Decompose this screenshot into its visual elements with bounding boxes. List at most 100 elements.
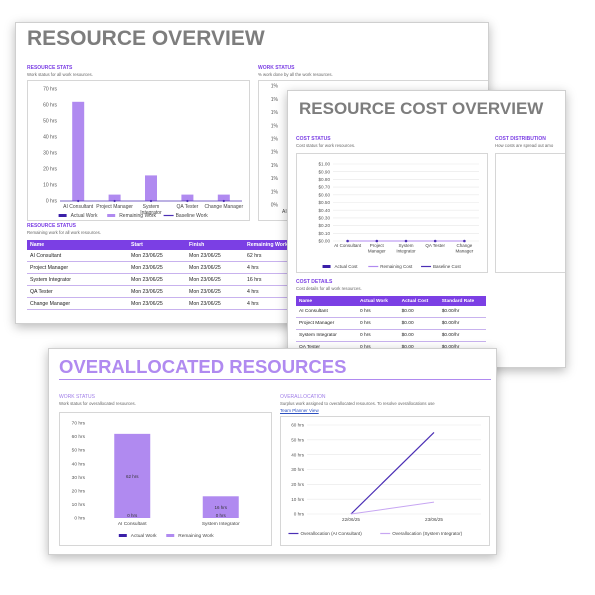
overallocation-subtitle: Surplus work assigned to overallocated r… (280, 401, 435, 406)
y-tick-label: $0.90 (319, 169, 331, 174)
bar-remaining-work (217, 194, 230, 201)
resource-stats-svg: 0 hrs 10 hrs 20 hrs 30 hrs 40 hrs 50 hrs 60 hr… (43, 87, 243, 219)
y-tick-label: 70 hrs (72, 421, 86, 427)
cell-standard-rate: $0.00/hr (438, 306, 486, 318)
legend-label: Remaining Work (119, 213, 156, 219)
data-label: 0 hrs (216, 513, 227, 518)
x-tick-label: AI Consultant (334, 243, 362, 248)
work-status-heading: WORK STATUS (59, 394, 95, 400)
table-row[interactable]: AI Consultant Mon 23/06/25 Mon 23/06/25 … (27, 250, 297, 262)
cell-name: System Integrator (296, 329, 357, 342)
y-tick-label: $0.60 (319, 192, 331, 197)
resource-status-heading: RESOURCE STATUS (27, 223, 76, 229)
y-tick-label: 10 hrs (291, 497, 304, 502)
col-standard-rate[interactable]: Standard Rate (438, 296, 486, 306)
y-tick-label: $0.40 (319, 208, 331, 213)
cost-status-subtitle: Cost status for work resources. (296, 143, 356, 148)
col-start[interactable]: Start (128, 240, 186, 250)
cost-details-table: Name Actual Work Actual Cost Standard Ra… (296, 296, 486, 354)
y-tick-label: 50 hrs (72, 448, 86, 454)
overallocation-chart[interactable]: 0 hrs 10 hrs 20 hrs 30 hrs 40 hrs 50 hrs 60 hr… (280, 416, 490, 546)
cell-start: Mon 23/06/25 (128, 285, 186, 298)
cell-actual-cost: $0.00 (398, 329, 439, 342)
y-tick-label: 1% (271, 123, 279, 129)
y-tick-label: 0 hrs (294, 512, 305, 517)
y-tick-label: 40 hrs (72, 461, 86, 467)
x-tick-label: 22/06/25 (342, 517, 360, 522)
overallocated-resources-card[interactable]: OVERALLOCATED RESOURCES WORK STATUS Work… (48, 348, 497, 555)
table-row[interactable]: Project Manager 0 hrs $0.00 $0.00/hr (296, 317, 486, 330)
y-tick-label: 0% (271, 203, 279, 209)
x-tick-label: 23/06/25 (425, 517, 443, 522)
bar-remaining-work (72, 101, 85, 201)
resource-status-subtitle: Remaining work for all work resources. (27, 230, 102, 235)
y-tick-label: 40 hrs (291, 452, 304, 457)
resource-stats-chart[interactable]: 0 hrs 10 hrs 20 hrs 30 hrs 40 hrs 50 hrs 60 hr… (27, 80, 250, 221)
x-tick-label: QA Tester (425, 243, 445, 248)
col-finish[interactable]: Finish (186, 240, 244, 250)
cost-details-subtitle: Cost details for all work resources. (296, 286, 362, 291)
title-underline (59, 379, 491, 380)
y-tick-label: 60 hrs (291, 423, 304, 428)
y-tick-label: $0.10 (319, 231, 331, 236)
cost-distribution-subtitle: How costs are spread out amo (495, 143, 554, 148)
y-tick-label: 1% (271, 163, 279, 169)
cost-status-chart[interactable]: $0.00 $0.10 $0.20 $0.30 $0.40 $0.50 $0.60 $0.70… (296, 153, 488, 273)
y-tick-label: 20 hrs (291, 482, 304, 487)
col-remaining-work[interactable]: Remaining Work (244, 240, 297, 250)
resource-cost-overview-title: RESOURCE COST OVERVIEW (299, 99, 544, 118)
cell-remaining: 4 hrs (244, 285, 297, 298)
data-label: 0 hrs (127, 513, 138, 518)
overallocated-resources-title: OVERALLOCATED RESOURCES (59, 356, 347, 377)
table-row[interactable]: Project Manager Mon 23/06/25 Mon 23/06/2… (27, 261, 297, 274)
y-tick-label: 0 hrs (46, 199, 58, 205)
x-tick-label: QA Tester (176, 204, 198, 210)
col-actual-work[interactable]: Actual Work (357, 296, 399, 306)
work-status-heading: WORK STATUS (258, 65, 295, 71)
y-tick-label: 40 hrs (43, 135, 57, 141)
cost-distribution-heading: COST DISTRIBUTION (495, 136, 546, 142)
legend-label: Remaining Cost (380, 264, 413, 269)
table-row[interactable]: Change Manager Mon 23/06/25 Mon 23/06/25… (27, 297, 297, 310)
resource-stats-heading: RESOURCE STATS (27, 65, 73, 71)
y-tick-label: 20 hrs (72, 488, 86, 494)
cost-details-heading: COST DETAILS (296, 279, 333, 285)
resource-cost-overview-card[interactable]: RESOURCE COST OVERVIEW COST STATUS Cost … (287, 90, 566, 368)
y-tick-label: $0.00 (319, 239, 331, 244)
y-tick-label: $0.80 (319, 177, 331, 182)
y-tick-label: 1% (271, 150, 279, 156)
overallocated-work-chart[interactable]: 0 hrs 10 hrs 20 hrs 30 hrs 40 hrs 50 hrs 60 hr… (59, 412, 272, 546)
bar-remaining-work (145, 175, 157, 201)
cell-standard-rate: $0.00/hr (438, 329, 486, 342)
x-tick-label: System Integrator (202, 521, 240, 527)
x-tick-label: Manager (368, 249, 386, 254)
col-name[interactable]: Name (27, 240, 128, 250)
data-point (346, 239, 349, 243)
cell-remaining: 62 hrs (244, 250, 297, 262)
col-name[interactable]: Name (296, 296, 357, 306)
cell-name: Change Manager (27, 297, 128, 310)
cost-distribution-chart[interactable] (495, 153, 565, 273)
y-tick-label: 10 hrs (72, 502, 86, 508)
x-tick-label: System (143, 204, 160, 210)
table-row[interactable]: QA Tester Mon 23/06/25 Mon 23/06/25 4 hr… (27, 285, 297, 298)
series-line (350, 501, 435, 515)
x-tick-label: Project (370, 243, 385, 248)
table-row[interactable]: System Integrator 0 hrs $0.00 $0.00/hr (296, 329, 486, 342)
col-actual-cost[interactable]: Actual Cost (398, 296, 439, 306)
table-row[interactable]: System Integrator Mon 23/06/25 Mon 23/06… (27, 273, 297, 286)
data-point (433, 239, 437, 243)
cell-name: QA Tester (27, 285, 128, 298)
table-row[interactable]: AI Consultant 0 hrs $0.00 $0.00/hr (296, 306, 486, 318)
bar-remaining-work (181, 194, 194, 201)
data-point (463, 239, 466, 243)
legend-swatch (166, 534, 175, 537)
data-point (375, 239, 379, 243)
x-tick-label: Change Manager (204, 204, 243, 210)
y-tick-label: $1.00 (319, 162, 331, 167)
cell-name: System Integrator (27, 273, 128, 286)
y-tick-label: $0.50 (319, 200, 331, 205)
legend-swatch (107, 214, 116, 217)
team-planner-view-link[interactable]: Team Planner View (280, 408, 319, 413)
resource-status-table: Name Start Finish Remaining Work AI Cons… (27, 240, 297, 310)
